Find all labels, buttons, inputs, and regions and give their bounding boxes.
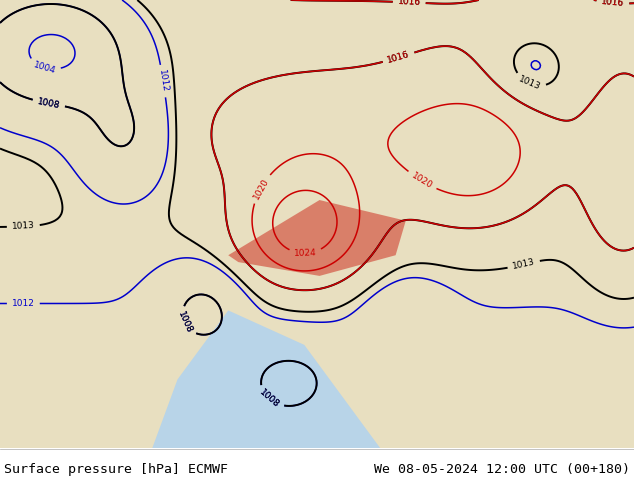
Text: 1012: 1012: [157, 69, 169, 93]
Text: 1008: 1008: [257, 388, 281, 410]
Text: 1024: 1024: [294, 248, 317, 258]
Text: 1020: 1020: [251, 176, 270, 200]
Text: We 08-05-2024 12:00 UTC (00+180): We 08-05-2024 12:00 UTC (00+180): [374, 463, 630, 476]
Text: 1008: 1008: [37, 97, 61, 110]
Text: 1016: 1016: [601, 0, 624, 8]
Text: 1016: 1016: [398, 0, 421, 7]
Text: 1013: 1013: [512, 258, 536, 271]
Text: 1016: 1016: [398, 0, 421, 7]
Text: 1016: 1016: [386, 50, 411, 65]
Text: 1008: 1008: [37, 97, 61, 110]
Text: 1013: 1013: [517, 75, 542, 92]
Polygon shape: [152, 310, 380, 448]
Text: 1016: 1016: [386, 50, 411, 65]
Text: 1012: 1012: [12, 299, 35, 308]
Text: 1013: 1013: [11, 221, 35, 231]
Text: 1020: 1020: [410, 171, 434, 191]
Text: Surface pressure [hPa] ECMWF: Surface pressure [hPa] ECMWF: [4, 463, 228, 476]
Text: 1008: 1008: [176, 310, 193, 335]
Text: 1008: 1008: [176, 310, 193, 335]
Text: 1008: 1008: [257, 388, 281, 410]
Text: 1016: 1016: [601, 0, 624, 8]
Text: 1004: 1004: [32, 60, 57, 75]
Polygon shape: [228, 200, 406, 276]
